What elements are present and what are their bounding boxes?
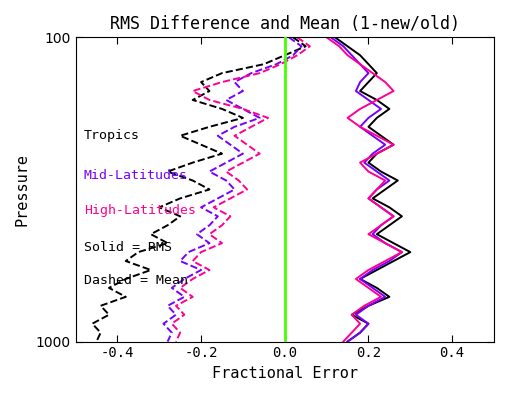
Title: RMS Difference and Mean (1-new/old): RMS Difference and Mean (1-new/old)	[110, 15, 460, 33]
Y-axis label: Pressure: Pressure	[15, 153, 30, 226]
X-axis label: Fractional Error: Fractional Error	[212, 366, 358, 381]
Text: High-Latitudes: High-Latitudes	[84, 204, 196, 217]
Text: Dashed = Mean: Dashed = Mean	[84, 274, 188, 287]
Text: Solid = RMS: Solid = RMS	[84, 241, 172, 254]
Text: Mid-Latitudes: Mid-Latitudes	[84, 169, 188, 182]
Text: Tropics: Tropics	[84, 129, 140, 142]
